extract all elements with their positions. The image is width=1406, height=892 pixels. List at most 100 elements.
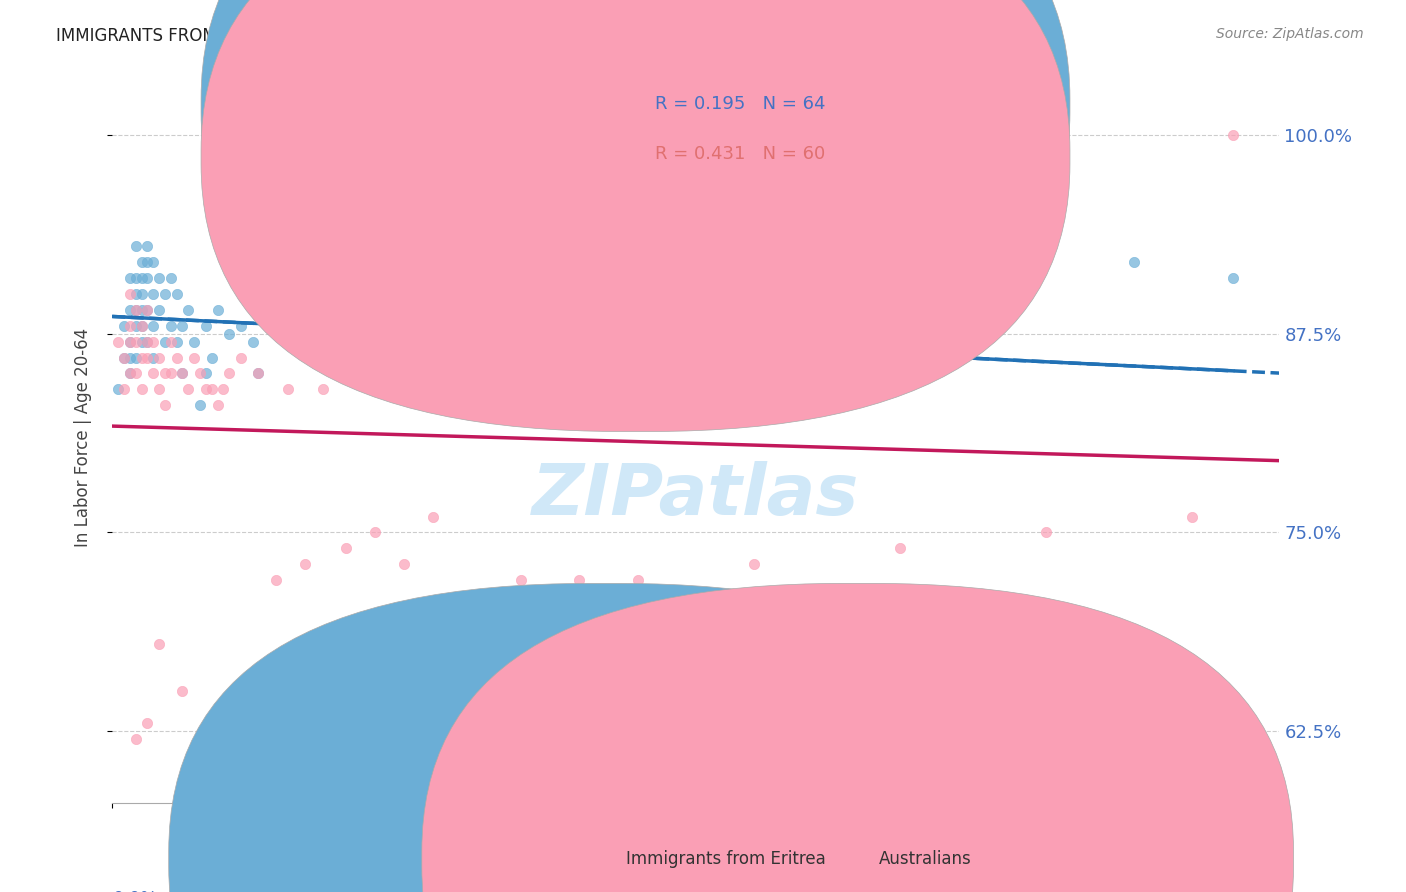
Point <box>183 334 205 349</box>
Point <box>1222 128 1244 142</box>
Point <box>276 383 298 397</box>
Point <box>131 255 153 269</box>
Point <box>172 367 194 381</box>
Point <box>212 383 235 397</box>
Point <box>160 367 183 381</box>
Point <box>259 255 281 269</box>
Point <box>166 287 188 301</box>
Point <box>142 318 165 333</box>
Point <box>229 318 252 333</box>
Point <box>112 351 135 365</box>
Point <box>201 383 224 397</box>
Point <box>218 367 240 381</box>
Point <box>160 318 183 333</box>
Point <box>136 239 159 253</box>
Point <box>194 383 217 397</box>
Point <box>142 287 165 301</box>
Point <box>194 318 217 333</box>
Point <box>183 351 205 365</box>
Point <box>153 334 176 349</box>
Point <box>148 637 170 651</box>
Point <box>118 287 141 301</box>
Point <box>1005 144 1028 158</box>
Point <box>136 716 159 731</box>
Point <box>166 351 188 365</box>
Point <box>1122 255 1144 269</box>
Point <box>136 351 159 365</box>
Point <box>112 383 135 397</box>
Point <box>509 573 531 587</box>
Point <box>172 684 194 698</box>
Point <box>131 351 153 365</box>
Text: Australians: Australians <box>879 850 972 868</box>
Text: R = 0.431   N = 60: R = 0.431 N = 60 <box>655 145 825 163</box>
Point <box>614 318 637 333</box>
Point <box>125 287 148 301</box>
Point <box>335 541 357 556</box>
Point <box>131 302 153 317</box>
Y-axis label: In Labor Force | Age 20-64: In Labor Force | Age 20-64 <box>73 327 91 547</box>
Point <box>188 367 211 381</box>
Point <box>1181 509 1204 524</box>
Point <box>118 367 141 381</box>
Point <box>201 351 224 365</box>
Point <box>422 509 444 524</box>
Point <box>177 383 200 397</box>
Point <box>136 302 159 317</box>
Point <box>264 573 287 587</box>
Point <box>136 271 159 285</box>
Point <box>148 302 170 317</box>
Point <box>188 398 211 412</box>
Point <box>118 367 141 381</box>
Point <box>207 302 229 317</box>
Point <box>125 302 148 317</box>
Point <box>107 383 129 397</box>
Point <box>194 367 217 381</box>
Text: R = 0.195   N = 64: R = 0.195 N = 64 <box>655 95 825 112</box>
Point <box>394 558 416 572</box>
Point <box>118 318 141 333</box>
Point <box>394 334 416 349</box>
Point <box>172 318 194 333</box>
Text: 0.0%: 0.0% <box>112 890 157 892</box>
Point <box>481 764 503 778</box>
Point <box>131 318 153 333</box>
Point <box>118 351 141 365</box>
Point <box>172 367 194 381</box>
Point <box>125 334 148 349</box>
Point <box>218 326 240 341</box>
Point <box>118 302 141 317</box>
Point <box>224 271 246 285</box>
Point <box>107 334 129 349</box>
Point <box>142 255 165 269</box>
Point <box>131 334 153 349</box>
Text: IMMIGRANTS FROM ERITREA VS AUSTRALIAN IN LABOR FORCE | AGE 20-64 CORRELATION CHA: IMMIGRANTS FROM ERITREA VS AUSTRALIAN IN… <box>56 27 863 45</box>
Point <box>742 558 765 572</box>
Point <box>125 302 148 317</box>
Point <box>125 318 148 333</box>
Point <box>160 334 183 349</box>
Point <box>131 287 153 301</box>
Point <box>136 255 159 269</box>
Point <box>125 367 148 381</box>
Point <box>451 334 474 349</box>
Point <box>276 748 298 763</box>
Point <box>1035 525 1057 540</box>
Point <box>696 271 718 285</box>
Point <box>142 351 165 365</box>
Point <box>142 367 165 381</box>
Point <box>131 318 153 333</box>
Text: 20.0%: 20.0% <box>1223 890 1279 892</box>
Point <box>177 302 200 317</box>
Point <box>118 334 141 349</box>
Point <box>311 383 333 397</box>
Point <box>153 367 176 381</box>
Point <box>148 383 170 397</box>
Point <box>125 351 148 365</box>
Point <box>247 367 270 381</box>
Point <box>118 334 141 349</box>
Point <box>136 334 159 349</box>
Point <box>131 271 153 285</box>
Point <box>889 541 911 556</box>
Point <box>568 573 591 587</box>
